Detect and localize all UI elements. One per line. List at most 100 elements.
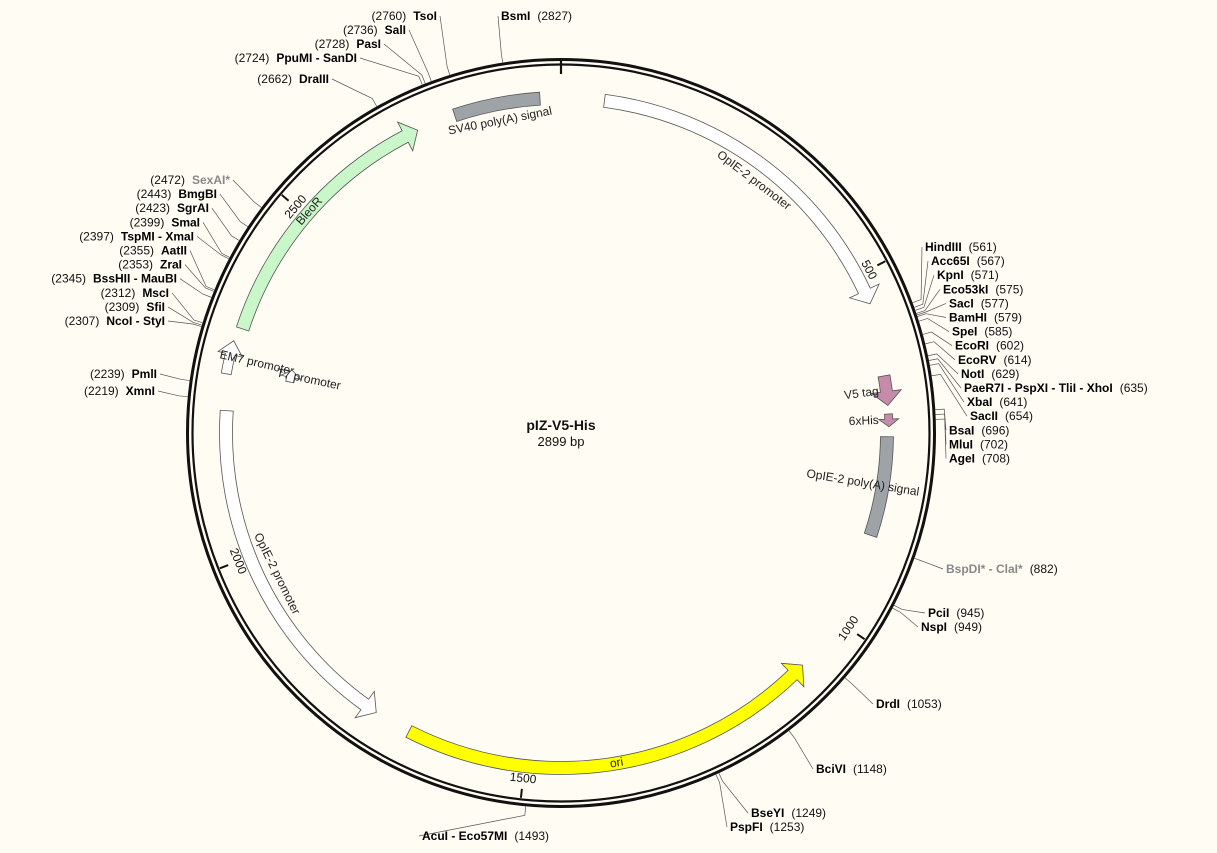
- enzyme-label-xbai: XbaI (641): [967, 395, 1027, 409]
- enzyme-label-ppumi-sandi: (2724) PpuMI - SanDI: [235, 51, 357, 65]
- plasmid-size: 2899 bp: [538, 434, 585, 449]
- leader-drdi: [844, 677, 874, 705]
- enzyme-label-ecori: EcoRI (602): [955, 339, 1024, 353]
- leader-saci: [916, 303, 947, 316]
- feature-opie-2-promoter-0: [603, 93, 880, 305]
- leader-spei: [918, 318, 950, 332]
- enzyme-label-acui-eco57mi: AcuI - Eco57MI (1493): [422, 829, 549, 843]
- enzyme-label-pasi: (2728) PasI: [315, 37, 381, 51]
- feature-opie-2-promoter-5: [219, 409, 377, 719]
- leader-msci: [171, 292, 203, 324]
- enzyme-label-eco53ki: Eco53kI (575): [943, 282, 1023, 296]
- leader-xbai: [929, 363, 965, 403]
- plasmid-title: pIZ-V5-His: [526, 417, 595, 433]
- enzyme-label-pspfi: PspFI (1253): [730, 820, 804, 834]
- enzyme-label-kpni: KpnI (571): [937, 268, 999, 282]
- leader-paer7i-pspxi-tlii-xhoi: [928, 358, 962, 389]
- feature-label-v5-tag-1: V5 tag: [843, 384, 879, 402]
- leader-hindiii: [912, 246, 923, 304]
- feature-opie-2-poly-a-signal-3: [863, 436, 894, 538]
- leader-zrai: [184, 264, 214, 292]
- leader-sgrai: [211, 207, 240, 241]
- enzyme-label-agei: AgeI (708): [949, 452, 1010, 466]
- enzyme-label-smai: (2399) SmaI: [130, 215, 200, 229]
- enzyme-label-bamhi: BamHI (579): [949, 311, 1022, 325]
- leader-bsai: [935, 408, 947, 431]
- leader-smai: [202, 222, 230, 258]
- enzyme-label-bmgbi: (2443) BmgBI: [137, 187, 217, 201]
- enzyme-label-sfii: (2309) SfiI: [105, 300, 165, 314]
- enzyme-label-xmni: (2219) XmnI: [84, 384, 155, 398]
- enzyme-label-bseyi: BseYI (1249): [751, 806, 826, 820]
- leader-eco53ki: [916, 289, 941, 314]
- leader-acui-eco57mi: [418, 806, 527, 837]
- enzyme-label-sali: (2736) SalI: [343, 23, 406, 37]
- feature-label-ori-4: ori: [609, 755, 624, 771]
- leader-agei: [935, 418, 947, 459]
- leader-noti: [927, 353, 959, 375]
- enzyme-label-msci: (2312) MscI: [101, 286, 169, 300]
- leader-bcivi: [788, 730, 814, 770]
- enzyme-label-bsshii-maubi: (2345) BssHII - MauBI: [51, 272, 177, 286]
- feature-ori-4: [405, 662, 805, 775]
- enzyme-label-aatii: (2355) AatII: [119, 244, 187, 258]
- feature-bleor-8: [235, 121, 419, 332]
- enzyme-label-bsai: BsaI (696): [949, 423, 1009, 437]
- leader-bmgbi: [219, 193, 249, 228]
- enzyme-label-nspi: NspI (949): [921, 620, 982, 634]
- enzyme-label-sexai: (2472) SexAI*: [150, 173, 230, 187]
- leader-sfii: [167, 306, 202, 326]
- feature-em7-promoter-6: [217, 340, 244, 376]
- enzyme-label-tsoi: (2760) TsoI: [372, 9, 437, 23]
- feature-label-6xhis-2: 6xHis: [848, 413, 879, 428]
- feature-label-opie-2-poly-a-signal-3: OpIE-2 poly(A) signal: [806, 466, 921, 499]
- enzyme-label-acc65i: Acc65I (567): [931, 254, 1005, 268]
- enzyme-label-bcivi: BciVI (1148): [816, 762, 887, 776]
- enzyme-label-tspmi-xmai: (2397) TspMI - XmaI: [79, 229, 194, 243]
- leader-bspdi-clai: [914, 558, 944, 570]
- enzyme-label-sacii: SacII (654): [970, 409, 1033, 423]
- leader-bamhi: [917, 313, 947, 318]
- leader-sexai: [232, 179, 262, 208]
- tick-label-1000: 1000: [835, 613, 862, 643]
- enzyme-label-hindiii: HindIII (561): [925, 240, 997, 254]
- leader-pmli: [159, 373, 190, 381]
- enzyme-label-paer7i-pspxi-tlii-xhoi: PaeR7I - PspXI - TliI - XhoI (635): [964, 381, 1148, 395]
- leader-tspmi-xmai: [196, 236, 230, 260]
- tick-500: [876, 260, 886, 267]
- enzyme-label-pmli: (2239) PmlI: [90, 367, 157, 381]
- leader-bseyi: [718, 773, 749, 814]
- enzyme-label-pcii: PciI (945): [928, 606, 984, 620]
- leader-bsmi: [497, 15, 504, 63]
- leader-tsoi: [439, 15, 451, 75]
- leader-sacii: [931, 373, 968, 417]
- leader-ecorv: [925, 341, 956, 361]
- enzyme-label-noti: NotI (629): [961, 367, 1019, 381]
- leader-acc65i: [914, 261, 929, 308]
- leader-pasi: [383, 43, 426, 84]
- tick-label-1500: 1500: [509, 770, 537, 787]
- leader-nspi: [892, 607, 919, 628]
- leader-pcii: [893, 604, 926, 614]
- leader-ppumi-sandi: [359, 57, 423, 85]
- enzyme-label-saci: SacI (577): [949, 296, 1009, 310]
- enzyme-label-spei: SpeI (585): [952, 325, 1012, 339]
- backbone-outer-ring: [186, 58, 936, 808]
- feature-v5-tag-1: [870, 374, 903, 407]
- backbone-inner-ring: [191, 63, 931, 803]
- restriction-sites: (2760) TsoI(2736) SalI(2728) PasI(2724) PpuM…: [51, 9, 1147, 843]
- feature-label-t7-promoter-7: T7 promoter: [275, 365, 342, 392]
- enzyme-label-sgrai: (2423) SgrAI: [135, 201, 209, 215]
- enzyme-label-bspdi-clai: BspDI* - ClaI* (882): [946, 562, 1058, 576]
- tick-2500: [281, 194, 290, 202]
- tick-1500: [519, 788, 523, 798]
- leader-mlui: [935, 413, 947, 445]
- enzyme-label-mlui: MluI (702): [949, 437, 1008, 451]
- leader-kpni: [915, 275, 935, 311]
- feature-6xhis-2: [877, 413, 900, 428]
- enzyme-label-ecorv: EcoRV (614): [958, 353, 1031, 367]
- enzyme-label-drdi: DrdI (1053): [876, 697, 942, 711]
- leader-xmni: [157, 390, 188, 398]
- leader-bsshii-maubi: [179, 278, 212, 298]
- leader-pspfi: [715, 774, 728, 828]
